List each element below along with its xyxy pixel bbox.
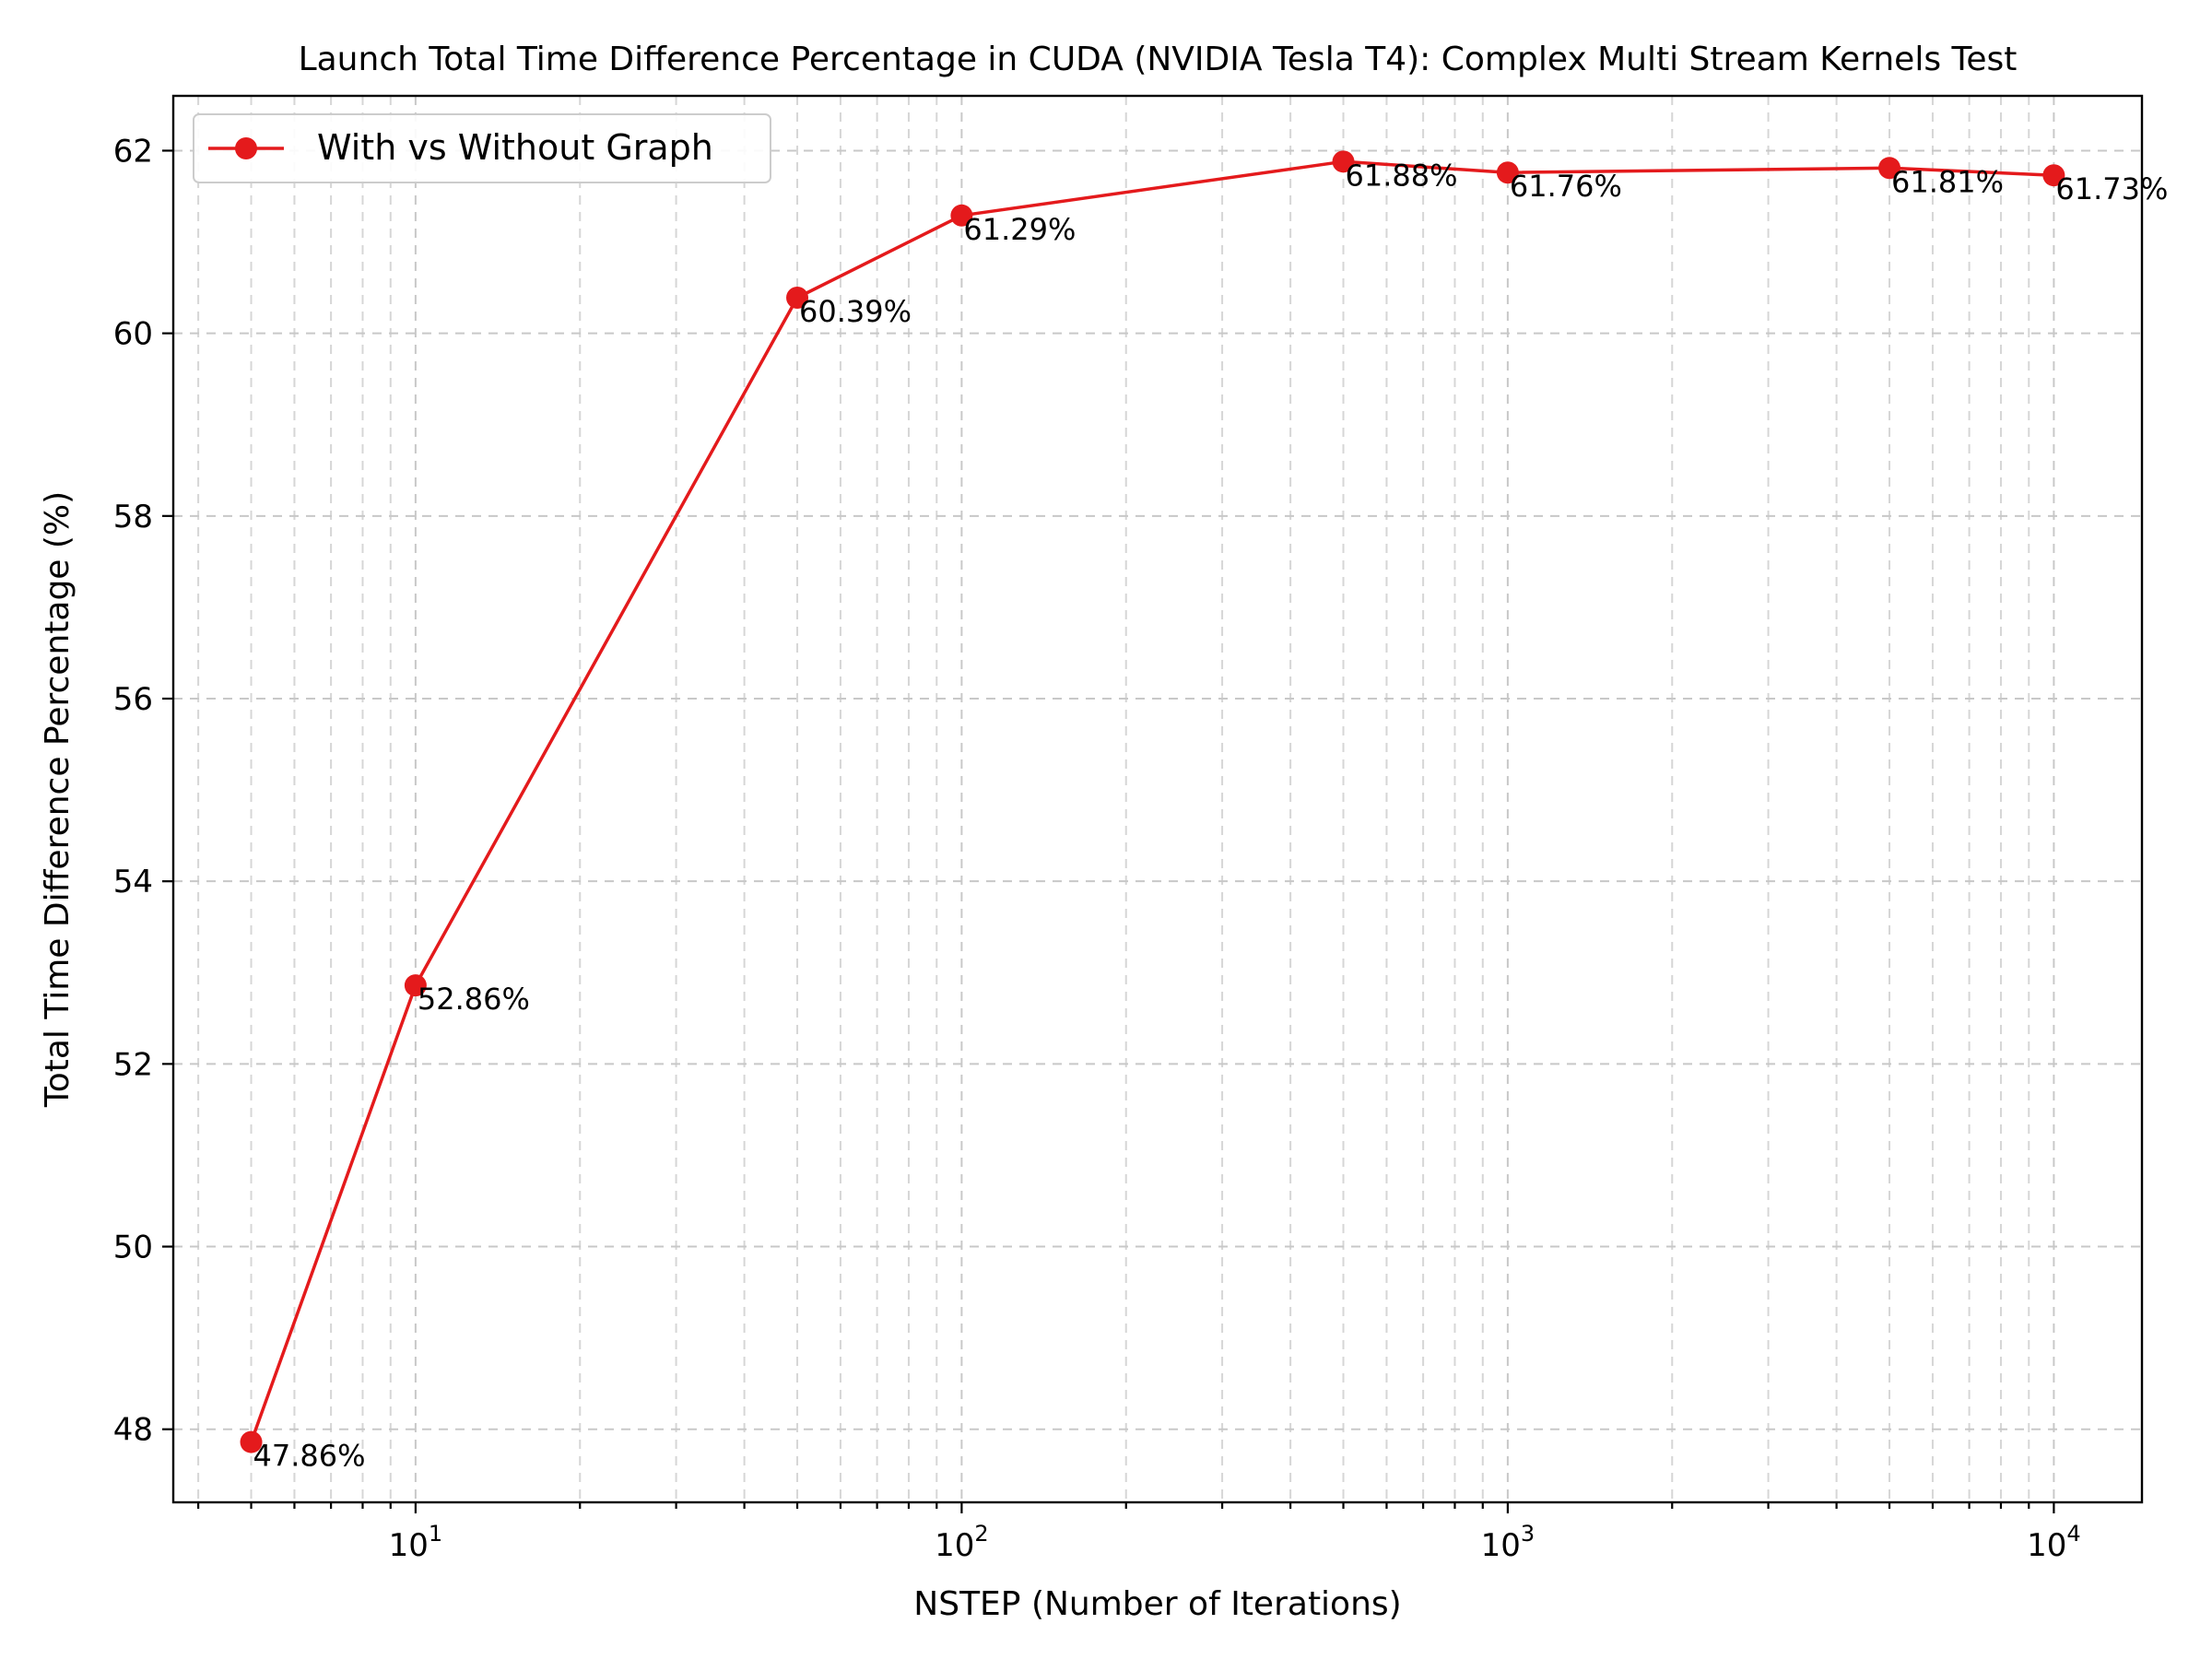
y-tick-label: 54 [113,864,153,900]
data-point [950,204,973,227]
y-tick-label: 58 [113,499,153,535]
legend-label: With vs Without Graph [317,127,713,168]
legend-marker [235,137,257,159]
data-label: 61.29% [963,212,1076,247]
legend: With vs Without Graph [193,113,771,183]
grid [173,96,2142,1502]
data-label: 52.86% [418,982,530,1017]
data-label: 61.88% [1346,158,1458,193]
data-point [240,1430,263,1453]
y-axis-label: Total Time Difference Percentage (%) [39,491,76,1108]
data-label: 61.76% [1510,169,1622,204]
data-point [2042,164,2065,187]
plot-frame [171,94,2144,1504]
y-tick-label: 48 [113,1412,153,1449]
data-label: 61.81% [1891,164,2004,199]
data-point [1496,161,1519,184]
y-tick-label: 62 [113,133,153,170]
x-axis-label: NSTEP (Number of Iterations) [913,1585,1401,1623]
y-tick-label: 56 [113,681,153,718]
y-tick-label: 50 [113,1230,153,1266]
x-tick-label: 101 [389,1521,443,1564]
x-tick-label: 104 [2027,1521,2081,1564]
chart-title: Launch Total Time Difference Percentage … [299,41,2018,78]
x-tick-label: 102 [935,1521,989,1564]
series-layer: 47.86% 52.86% 60.39% 61.29% 61.88% 61.76% 61.8… [240,150,2168,1474]
legend-box [193,113,771,183]
axis-ticks: 101 102 103 104 48 50 52 54 56 58 60 62 [113,133,2081,1564]
data-label: 60.39% [799,294,912,329]
data-point [404,974,427,997]
series-line [249,159,2054,1443]
data-label: 47.86% [253,1439,366,1474]
y-tick-label: 60 [113,316,153,353]
data-point [1878,157,1901,180]
data-label: 61.73% [2055,171,2168,206]
data-point [786,286,809,309]
y-tick-label: 52 [113,1046,153,1083]
x-tick-label: 103 [1481,1521,1535,1564]
data-point [1332,150,1355,173]
